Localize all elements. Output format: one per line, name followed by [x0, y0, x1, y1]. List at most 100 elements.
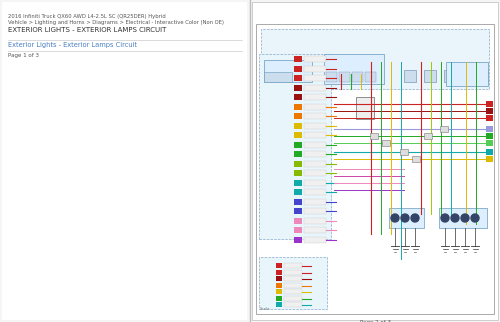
Bar: [486, 140, 493, 146]
Bar: [252, 2, 498, 320]
Bar: [486, 156, 493, 162]
Bar: [476, 70, 488, 82]
Bar: [486, 149, 493, 155]
Bar: [326, 72, 337, 82]
Bar: [294, 56, 302, 62]
Bar: [365, 72, 376, 82]
Bar: [284, 282, 302, 288]
Bar: [304, 132, 326, 138]
Bar: [304, 56, 326, 62]
Circle shape: [441, 214, 449, 222]
Bar: [304, 75, 326, 81]
Bar: [284, 296, 302, 300]
Bar: [304, 198, 326, 204]
Bar: [424, 70, 436, 82]
Bar: [294, 84, 302, 90]
Bar: [304, 160, 326, 166]
Bar: [294, 170, 302, 176]
Bar: [259, 257, 327, 309]
Bar: [356, 97, 374, 119]
Bar: [276, 276, 282, 281]
Bar: [284, 276, 302, 281]
Bar: [389, 208, 424, 228]
Bar: [294, 189, 302, 195]
Text: EXTERIOR LIGHTS - EXTERIOR LAMPS CIRCUIT: EXTERIOR LIGHTS - EXTERIOR LAMPS CIRCUIT: [8, 27, 166, 33]
Bar: [294, 151, 302, 157]
Bar: [276, 263, 282, 268]
Bar: [339, 72, 350, 82]
Bar: [304, 103, 326, 109]
Bar: [294, 122, 302, 128]
Bar: [294, 132, 302, 138]
Bar: [276, 302, 282, 307]
Bar: [370, 133, 378, 139]
Bar: [304, 141, 326, 147]
Bar: [304, 208, 326, 214]
Circle shape: [401, 214, 409, 222]
Bar: [304, 227, 326, 233]
Bar: [294, 217, 302, 223]
Bar: [259, 54, 331, 239]
Circle shape: [461, 214, 469, 222]
Bar: [486, 126, 493, 132]
Bar: [304, 94, 326, 100]
Bar: [304, 217, 326, 223]
Text: Page 1 of 3: Page 1 of 3: [8, 53, 39, 58]
Bar: [294, 75, 302, 81]
Bar: [294, 179, 302, 185]
Bar: [284, 263, 302, 268]
Bar: [284, 289, 302, 294]
Bar: [256, 24, 494, 314]
Bar: [2, 2, 247, 320]
Bar: [276, 296, 282, 300]
Bar: [304, 113, 326, 119]
Bar: [324, 54, 384, 84]
Bar: [304, 65, 326, 71]
Bar: [352, 72, 363, 82]
Bar: [412, 156, 420, 162]
Bar: [294, 208, 302, 214]
Bar: [304, 189, 326, 195]
Bar: [294, 160, 302, 166]
Circle shape: [411, 214, 419, 222]
Bar: [486, 108, 493, 114]
Text: 2016 Infiniti Truck QX60 AWD L4-2.5L SC (QR25DER) Hybrid: 2016 Infiniti Truck QX60 AWD L4-2.5L SC …: [8, 14, 166, 19]
Bar: [304, 170, 326, 176]
Bar: [304, 84, 326, 90]
Bar: [304, 151, 326, 157]
Bar: [294, 198, 302, 204]
Bar: [294, 113, 302, 119]
Bar: [446, 62, 488, 86]
Bar: [304, 236, 326, 242]
Text: Page 2 of 3: Page 2 of 3: [360, 320, 390, 322]
Bar: [276, 289, 282, 294]
Bar: [304, 179, 326, 185]
Bar: [294, 65, 302, 71]
Text: Vehicle > Lighting and Horns > Diagrams > Electrical - Interactive Color (Non OE: Vehicle > Lighting and Horns > Diagrams …: [8, 20, 224, 25]
Bar: [276, 282, 282, 288]
Bar: [400, 149, 408, 155]
Bar: [404, 70, 416, 82]
Bar: [461, 70, 473, 82]
Bar: [284, 270, 302, 274]
Circle shape: [451, 214, 459, 222]
Bar: [264, 72, 292, 82]
Bar: [440, 126, 448, 132]
Bar: [294, 103, 302, 109]
Bar: [294, 227, 302, 233]
Bar: [264, 60, 312, 82]
Bar: [304, 122, 326, 128]
Bar: [294, 94, 302, 100]
Bar: [444, 70, 456, 82]
Bar: [486, 115, 493, 121]
Bar: [284, 302, 302, 307]
Bar: [439, 208, 487, 228]
Bar: [486, 133, 493, 139]
Circle shape: [471, 214, 479, 222]
Text: Scale: Scale: [260, 307, 270, 311]
Bar: [294, 236, 302, 242]
Bar: [424, 133, 432, 139]
Bar: [276, 270, 282, 274]
Bar: [261, 29, 489, 89]
Bar: [486, 101, 493, 107]
